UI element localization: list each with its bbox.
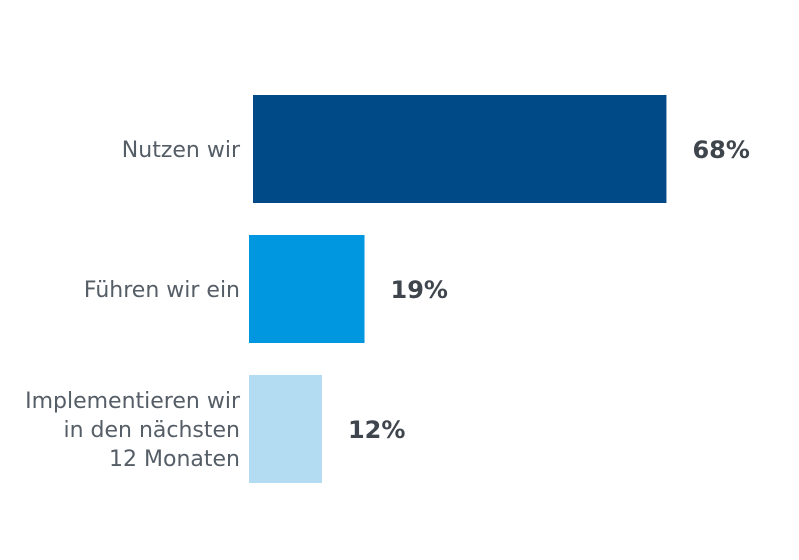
- bar-fuehren-wir-ein: [249, 235, 365, 343]
- value-label-nutzen-wir: 68%: [692, 136, 749, 164]
- category-label-implementieren-wir-in-den-naechsten-12-monaten: Implementieren wir in den nächsten 12 Mona…: [25, 389, 241, 472]
- category-label-nutzen-wir: Nutzen wir: [122, 138, 241, 163]
- value-label-implementieren-wir-in-den-naechsten-12-monaten: 12%: [348, 416, 405, 444]
- bar-implementieren-wir-in-den-naechsten-12-monaten: [249, 375, 322, 483]
- bar-nutzen-wir: [253, 95, 667, 203]
- category-label-fuehren-wir-ein: Führen wir ein: [84, 278, 240, 303]
- value-label-fuehren-wir-ein: 19%: [391, 276, 448, 304]
